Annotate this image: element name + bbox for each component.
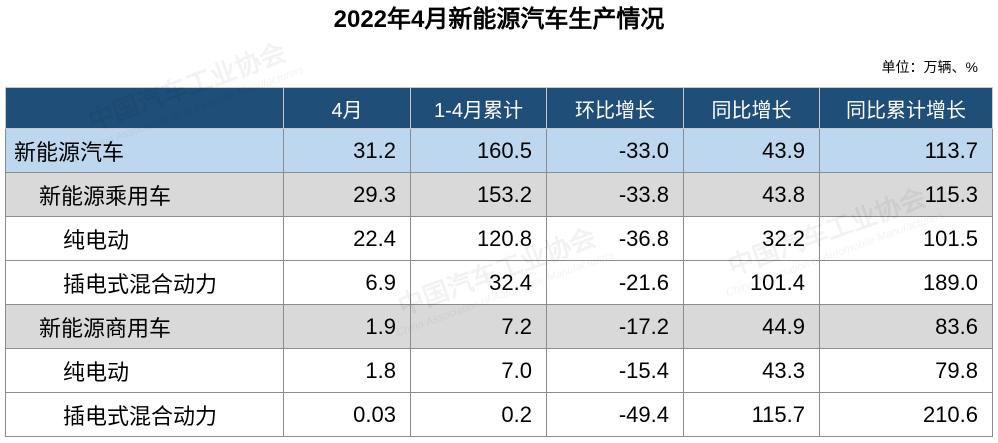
table-row-passenger-phev: 插电式混合动力 6.9 32.4 -21.6 101.4 189.0 [5,260,993,305]
header-cell-corner [5,87,284,129]
value-passenger-phev-mom: -21.6 [546,260,684,305]
row-label-commercial-bev: 纯电动 [5,348,284,393]
value-nev-total-yoy: 43.9 [683,128,820,173]
row-label-commercial: 新能源商用车 [5,304,284,349]
header-cell-jan-apr-cumulative: 1-4月累计 [410,87,547,129]
value-nev-total-april: 31.2 [283,128,411,173]
value-commercial-bev-yoy: 43.3 [683,348,820,393]
table-row-commercial-phev: 插电式混合动力 0.03 0.2 -49.4 115.7 210.6 [5,392,993,437]
table-row-passenger-bev: 纯电动 22.4 120.8 -36.8 32.2 101.5 [5,216,993,261]
row-label-passenger-phev: 插电式混合动力 [5,260,284,305]
value-commercial-phev-april: 0.03 [283,392,411,437]
value-commercial-bev-april: 1.8 [283,348,411,393]
value-commercial-phev-yoy-cumulative: 210.6 [819,392,993,437]
value-passenger-jan-apr: 153.2 [410,172,547,217]
value-nev-total-mom: -33.0 [546,128,684,173]
value-passenger-yoy: 43.8 [683,172,820,217]
value-nev-total-yoy-cumulative: 113.7 [819,128,993,173]
value-commercial-bev-mom: -15.4 [546,348,684,393]
value-commercial-yoy-cumulative: 83.6 [819,304,993,349]
data-table: 4月 1-4月累计 环比增长 同比增长 同比累计增长 新能源汽车 31.2 16… [5,87,993,437]
table-row-nev-total: 新能源汽车 31.2 160.5 -33.0 43.9 113.7 [5,128,993,173]
value-passenger-phev-jan-apr: 32.4 [410,260,547,305]
value-passenger-bev-jan-apr: 120.8 [410,216,547,261]
table-row-commercial-bev: 纯电动 1.8 7.0 -15.4 43.3 79.8 [5,348,993,393]
row-label-nev-total: 新能源汽车 [5,128,284,173]
table-header-row: 4月 1-4月累计 环比增长 同比增长 同比累计增长 [5,87,993,129]
value-commercial-phev-yoy: 115.7 [683,392,820,437]
value-passenger-phev-april: 6.9 [283,260,411,305]
value-commercial-april: 1.9 [283,304,411,349]
row-label-commercial-phev: 插电式混合动力 [5,392,284,437]
value-commercial-bev-jan-apr: 7.0 [410,348,547,393]
value-commercial-yoy: 44.9 [683,304,820,349]
row-label-passenger-bev: 纯电动 [5,216,284,261]
value-passenger-bev-april: 22.4 [283,216,411,261]
value-commercial-phev-mom: -49.4 [546,392,684,437]
value-commercial-jan-apr: 7.2 [410,304,547,349]
chart-title: 2022年4月新能源汽车生产情况 [333,6,665,33]
value-passenger-bev-mom: -36.8 [546,216,684,261]
value-passenger-april: 29.3 [283,172,411,217]
value-commercial-bev-yoy-cumulative: 79.8 [819,348,993,393]
table-row-passenger: 新能源乘用车 29.3 153.2 -33.8 43.8 115.3 [5,172,993,217]
header-cell-mom-growth: 环比增长 [546,87,684,129]
value-passenger-yoy-cumulative: 115.3 [819,172,993,217]
unit-label: 单位：万辆、% [881,59,978,75]
value-nev-total-jan-apr: 160.5 [410,128,547,173]
value-commercial-phev-jan-apr: 0.2 [410,392,547,437]
row-label-passenger: 新能源乘用车 [5,172,284,217]
value-passenger-bev-yoy: 32.2 [683,216,820,261]
table-row-commercial: 新能源商用车 1.9 7.2 -17.2 44.9 83.6 [5,304,993,349]
value-passenger-phev-yoy: 101.4 [683,260,820,305]
value-passenger-bev-yoy-cumulative: 101.5 [819,216,993,261]
value-passenger-mom: -33.8 [546,172,684,217]
header-cell-april: 4月 [283,87,411,129]
header-cell-yoy-growth: 同比增长 [683,87,820,129]
header-cell-yoy-cumulative-growth: 同比累计增长 [819,87,993,129]
value-commercial-mom: -17.2 [546,304,684,349]
value-passenger-phev-yoy-cumulative: 189.0 [819,260,993,305]
